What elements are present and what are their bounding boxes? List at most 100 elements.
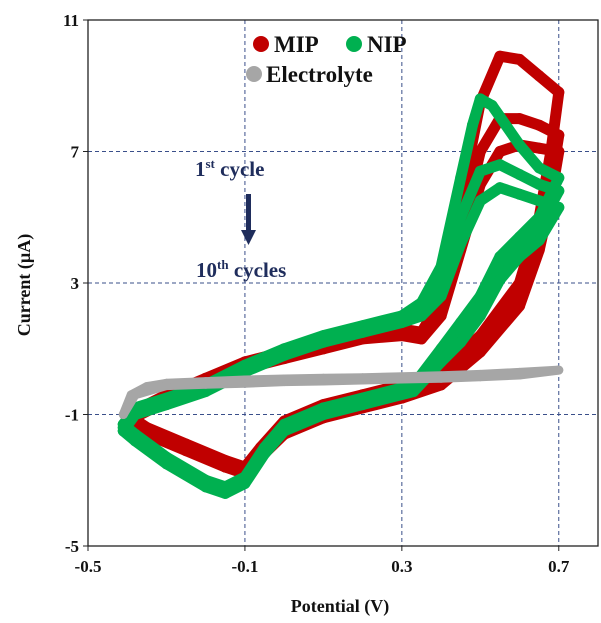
data-point <box>474 165 486 177</box>
data-point <box>514 169 525 180</box>
y-tick-label: 3 <box>71 274 80 293</box>
legend: MIP NIP Electrolyte <box>246 32 407 87</box>
data-point <box>533 70 545 82</box>
legend-label-mip: MIP <box>274 32 319 57</box>
data-point <box>130 390 140 400</box>
data-point <box>436 373 446 383</box>
data-point <box>278 425 290 437</box>
data-point <box>514 53 525 65</box>
data-point <box>494 182 506 194</box>
data-point <box>533 234 545 246</box>
data-point <box>474 93 486 105</box>
data-point <box>515 370 524 380</box>
data-point <box>533 119 545 131</box>
data-point <box>259 448 270 460</box>
cv-curves <box>117 50 565 499</box>
data-point <box>514 188 525 200</box>
data-point <box>219 461 231 473</box>
data-point <box>435 310 447 322</box>
data-point <box>317 409 329 420</box>
data-point <box>474 195 486 207</box>
x-tick-label: 0.7 <box>548 557 570 576</box>
data-point <box>416 333 427 345</box>
data-point <box>161 458 172 470</box>
data-point <box>474 310 486 322</box>
data-point <box>553 146 565 157</box>
legend-marker-electrolyte <box>246 66 262 82</box>
series-nip <box>117 93 565 499</box>
data-point <box>200 481 212 493</box>
data-point <box>474 346 486 358</box>
data-point <box>533 178 545 190</box>
axis-ticks: -0.5 -0.1 0.3 0.7 -5 -1 3 7 11 <box>63 11 570 576</box>
data-point <box>278 349 290 361</box>
data-point <box>129 409 141 420</box>
x-axis-title: Potential (V) <box>291 596 389 617</box>
data-point <box>416 310 427 322</box>
data-point <box>533 162 545 174</box>
cycle-annotation: 1st cycle 10th cycles <box>195 156 286 282</box>
data-point <box>475 372 485 382</box>
data-point <box>486 100 498 111</box>
y-tick-label: -1 <box>65 406 79 425</box>
data-point <box>494 146 506 157</box>
cycle-curve <box>118 365 564 419</box>
x-tick-label: -0.1 <box>231 557 258 576</box>
data-point <box>239 478 251 489</box>
data-point <box>553 172 565 184</box>
data-point <box>129 435 141 447</box>
data-point <box>408 386 420 397</box>
data-point <box>142 382 152 392</box>
x-tick-label: 0.3 <box>391 557 412 576</box>
data-point <box>279 377 289 387</box>
down-arrow-icon <box>241 194 256 245</box>
annotation-tenth-cycles: 10th cycles <box>196 257 286 282</box>
data-point <box>514 251 525 263</box>
data-point <box>455 211 467 223</box>
annotation-first-cycle: 1st cycle <box>195 156 264 181</box>
data-point <box>357 399 369 411</box>
data-point <box>467 119 478 131</box>
x-tick-label: -0.5 <box>75 557 102 576</box>
data-point <box>219 487 231 499</box>
data-point <box>514 300 525 312</box>
data-point <box>494 274 506 286</box>
y-axis-title: Current (µA) <box>14 234 35 337</box>
data-point <box>514 113 525 125</box>
data-point <box>396 330 408 342</box>
legend-label-electrolyte: Electrolyte <box>266 62 373 87</box>
data-point <box>117 425 129 437</box>
y-tick-label: -5 <box>65 537 79 556</box>
data-point <box>514 139 525 151</box>
legend-marker-mip <box>253 36 269 52</box>
data-point <box>553 86 565 98</box>
data-point <box>455 238 467 250</box>
data-point <box>533 195 545 207</box>
data-point <box>553 201 565 213</box>
data-point <box>118 410 128 419</box>
data-point <box>357 326 369 338</box>
data-point <box>201 379 211 389</box>
data-point <box>553 129 565 141</box>
data-point <box>239 366 251 378</box>
data-point <box>180 445 192 457</box>
data-point <box>318 376 328 386</box>
data-point <box>553 185 565 197</box>
data-point <box>494 159 506 171</box>
legend-marker-nip <box>346 36 362 52</box>
data-point <box>317 336 329 348</box>
data-point <box>455 172 467 184</box>
data-point <box>397 374 407 384</box>
data-point <box>358 375 368 385</box>
data-point <box>455 336 467 348</box>
series-electrolyte <box>118 365 564 419</box>
data-point <box>161 399 172 411</box>
y-tick-label: 11 <box>63 11 79 30</box>
y-tick-label: 7 <box>71 143 80 162</box>
data-point <box>474 146 486 157</box>
data-point <box>554 365 564 375</box>
data-point <box>240 378 250 388</box>
cycle-curve <box>117 182 565 499</box>
legend-label-nip: NIP <box>367 32 407 57</box>
